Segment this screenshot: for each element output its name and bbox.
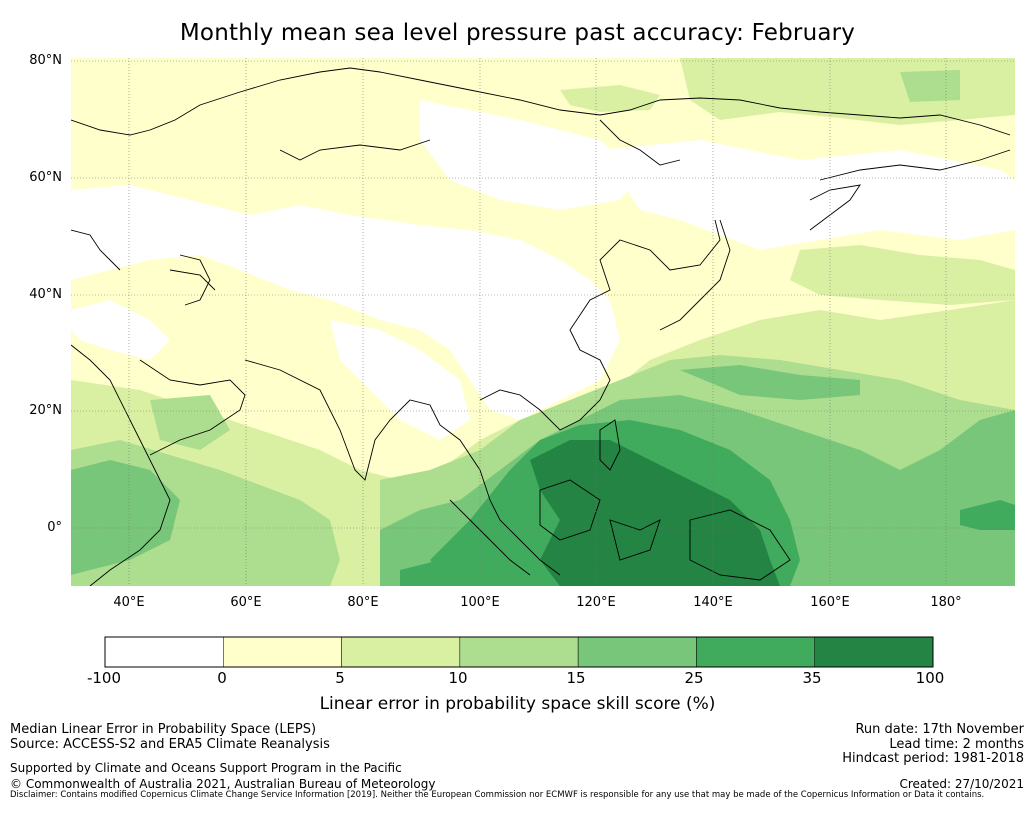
lon-label-160: 160°E xyxy=(810,595,850,610)
lon-label-140: 140°E xyxy=(693,595,733,610)
colorbar-segment xyxy=(696,636,815,668)
colorbar-segment xyxy=(577,636,697,668)
colorbar-tick: 10 xyxy=(448,669,468,687)
footer-run-date: Run date: 17th November xyxy=(855,722,1024,737)
colorbar-tick: 5 xyxy=(335,669,345,687)
footer-lead-time: Lead time: 2 months xyxy=(889,737,1024,752)
lat-label-0: 0° xyxy=(47,520,62,535)
map-title: Monthly mean sea level pressure past acc… xyxy=(179,20,856,46)
lon-label-80: 80°E xyxy=(347,595,379,610)
footer-copyright: © Commonwealth of Australia 2021, Austra… xyxy=(10,777,436,791)
lat-label-60: 60°N xyxy=(29,170,62,185)
colorbar-tick: -100 xyxy=(86,669,122,687)
lon-label-60: 60°E xyxy=(230,595,262,610)
colorbar-label: Linear error in probability space skill … xyxy=(319,694,716,714)
colorbar-segment xyxy=(223,636,342,668)
skill-region-35-100 xyxy=(530,440,780,586)
graticule xyxy=(71,58,1015,586)
colorbar-tick: 35 xyxy=(802,669,822,687)
lat-label-20: 20°N xyxy=(29,403,62,418)
lon-label-120: 120°E xyxy=(576,595,616,610)
lon-label-40: 40°E xyxy=(113,595,145,610)
footer-hindcast: Hindcast period: 1981-2018 xyxy=(842,751,1024,766)
colorbar-tick: 25 xyxy=(684,669,704,687)
colorbar-tick: 15 xyxy=(566,669,586,687)
colorbar-tick: 0 xyxy=(217,669,227,687)
colorbar-border xyxy=(104,636,934,668)
footer-created: Created: 27/10/2021 xyxy=(899,777,1024,791)
footer-support: Supported by Climate and Oceans Support … xyxy=(10,761,402,775)
colorbar-tick: 100 xyxy=(915,669,945,687)
footer-method: Median Linear Error in Probability Space… xyxy=(10,722,317,737)
colorbar-segment xyxy=(459,636,579,668)
colorbar-segment xyxy=(814,636,934,668)
lon-label-100: 100°E xyxy=(460,595,500,610)
colorbar-segment xyxy=(341,636,461,668)
footer-source: Source: ACCESS-S2 and ERA5 Climate Reana… xyxy=(10,737,330,752)
lat-label-40: 40°N xyxy=(29,287,62,302)
footer-disclaimer: Disclaimer: Contains modified Copernicus… xyxy=(10,790,985,800)
colorbar-segment xyxy=(104,636,224,668)
lon-label-180: 180° xyxy=(930,595,962,610)
colorbar xyxy=(104,636,934,668)
lat-label-80: 80°N xyxy=(29,53,62,68)
coastlines xyxy=(71,67,1011,586)
